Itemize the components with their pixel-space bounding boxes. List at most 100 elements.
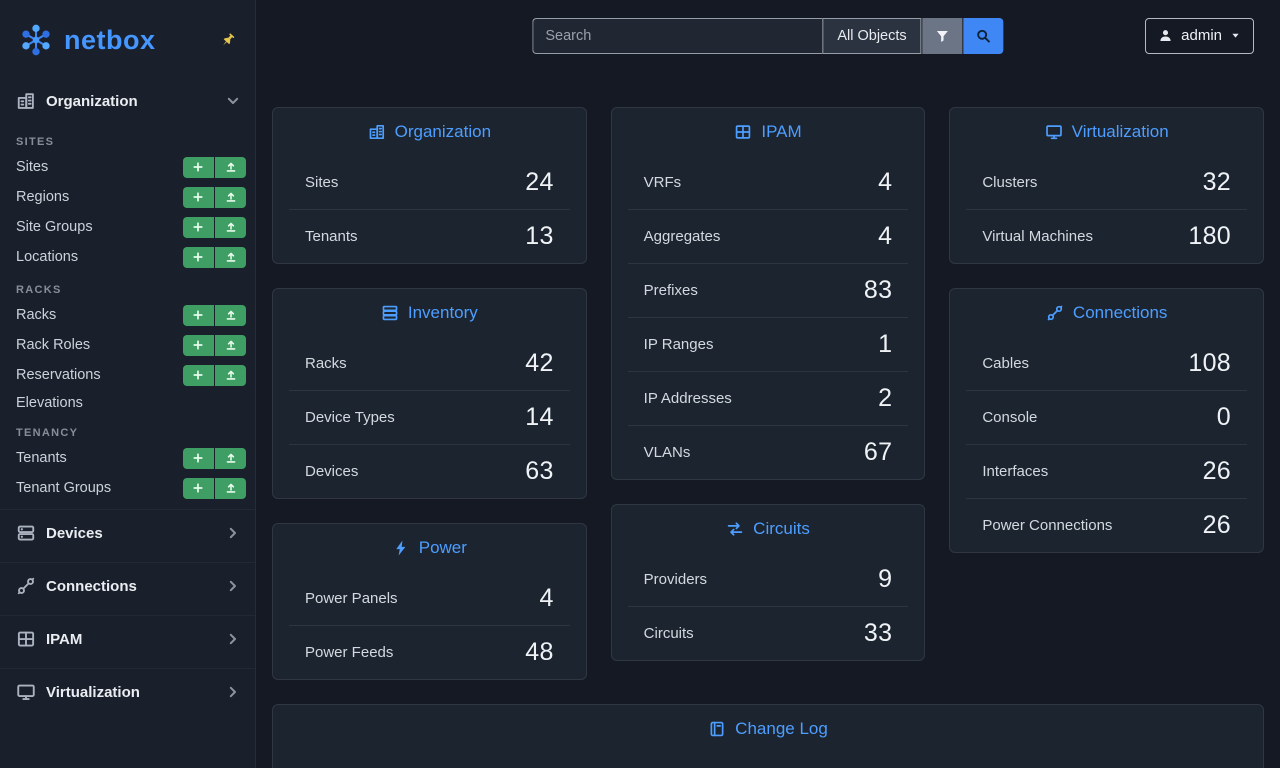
building-icon xyxy=(368,123,386,141)
global-search: All Objects xyxy=(532,17,1004,54)
sidebar-item-elevations[interactable]: Elevations xyxy=(0,390,255,415)
upload-icon xyxy=(225,482,237,494)
stat-row-providers[interactable]: Providers 9 xyxy=(628,553,909,606)
sidebar-item-reservations[interactable]: Reservations xyxy=(0,360,255,390)
stat-label: Circuits xyxy=(643,625,694,642)
import-button[interactable] xyxy=(215,246,246,268)
stat-row-tenants[interactable]: Tenants 13 xyxy=(289,209,570,263)
item-action-buttons xyxy=(182,304,246,326)
sidebar-section-virtualization[interactable]: Virtualization xyxy=(0,669,255,715)
stat-row-vlans[interactable]: VLANs 67 xyxy=(627,425,909,479)
sidebar-item-rack-roles[interactable]: Rack Roles xyxy=(0,330,255,360)
stat-row-interfaces[interactable]: Interfaces 26 xyxy=(966,444,1248,498)
card-virtualization: Virtualization Clusters 32 Virtual Machines… xyxy=(949,107,1265,264)
card-header-inventory[interactable]: Inventory xyxy=(273,289,586,337)
card-header-organization[interactable]: Organization xyxy=(273,108,586,156)
sidebar: netbox Organization SITES Sites Regions Site… xyxy=(0,0,256,768)
stat-row-vrfs[interactable]: VRFs 4 xyxy=(628,156,909,209)
card-header-connections[interactable]: Connections xyxy=(950,289,1263,337)
search-input[interactable] xyxy=(532,17,823,54)
add-button[interactable] xyxy=(182,364,214,386)
stat-row-aggregates[interactable]: Aggregates 4 xyxy=(627,209,909,263)
netbox-logo[interactable]: netbox xyxy=(16,20,156,60)
import-button[interactable] xyxy=(215,477,246,499)
stat-row-clusters[interactable]: Clusters 32 xyxy=(966,156,1247,209)
nav-section-ipam: IPAM xyxy=(0,615,255,662)
card-header-change-log[interactable]: Change Log xyxy=(273,705,1263,753)
add-button[interactable] xyxy=(182,477,214,499)
card-header-ipam[interactable]: IPAM xyxy=(612,108,925,156)
card-header-power[interactable]: Power xyxy=(273,524,586,572)
nav-section-label: Connections xyxy=(46,577,137,595)
upload-icon xyxy=(225,452,237,464)
card-header-circuits[interactable]: Circuits xyxy=(612,505,925,553)
stat-row-cables[interactable]: Cables 108 xyxy=(966,337,1247,390)
stat-row-power-panels[interactable]: Power Panels 4 xyxy=(289,572,570,625)
sidebar-item-racks[interactable]: Racks xyxy=(0,300,255,330)
sidebar-section-devices[interactable]: Devices xyxy=(0,510,255,556)
sidebar-item-regions[interactable]: Regions xyxy=(0,182,255,212)
sidebar-section-connections[interactable]: Connections xyxy=(0,563,255,609)
ipam-icon xyxy=(734,123,752,141)
stat-value: 180 xyxy=(1188,222,1232,250)
stat-value: 9 xyxy=(878,565,893,593)
virtualization-icon xyxy=(16,682,36,702)
add-button[interactable] xyxy=(182,246,214,268)
sidebar-nav: Organization SITES Sites Regions Site Groups… xyxy=(0,78,255,715)
stat-row-power-feeds[interactable]: Power Feeds 48 xyxy=(289,625,570,679)
item-action-buttons xyxy=(182,186,246,208)
plus-icon xyxy=(192,369,204,381)
stat-label: Interfaces xyxy=(982,463,1049,480)
import-button[interactable] xyxy=(215,186,246,208)
stat-row-circuits[interactable]: Circuits 33 xyxy=(627,606,909,660)
add-button[interactable] xyxy=(182,216,214,238)
import-button[interactable] xyxy=(215,156,246,178)
nav-group-heading-tenancy: TENANCY xyxy=(16,427,79,439)
stat-label: Racks xyxy=(305,355,347,372)
stat-row-prefixes[interactable]: Prefixes 83 xyxy=(627,263,909,317)
sidebar-pin-button[interactable] xyxy=(215,28,239,52)
import-button[interactable] xyxy=(215,334,246,356)
sidebar-section-ipam[interactable]: IPAM xyxy=(0,616,255,662)
stat-row-ip-ranges[interactable]: IP Ranges 1 xyxy=(627,317,909,371)
chevron-down-icon xyxy=(225,93,241,109)
card-title: Circuits xyxy=(753,519,810,538)
card-title: Organization xyxy=(394,122,492,141)
stat-row-device-types[interactable]: Device Types 14 xyxy=(289,390,570,444)
import-button[interactable] xyxy=(215,216,246,238)
filter-button[interactable] xyxy=(922,17,963,54)
item-action-buttons xyxy=(182,334,246,356)
item-action-buttons xyxy=(182,364,246,386)
stat-row-racks[interactable]: Racks 42 xyxy=(289,337,570,390)
upload-icon xyxy=(225,221,237,233)
import-button[interactable] xyxy=(215,364,246,386)
sidebar-item-tenants[interactable]: Tenants xyxy=(0,443,255,473)
stat-row-virtual-machines[interactable]: Virtual Machines 180 xyxy=(966,209,1248,263)
add-button[interactable] xyxy=(182,447,214,469)
search-scope-button[interactable]: All Objects xyxy=(822,17,922,54)
plus-icon xyxy=(192,309,204,321)
topbar: All Objects admin xyxy=(256,0,1280,71)
add-button[interactable] xyxy=(182,186,214,208)
search-submit-button[interactable] xyxy=(963,17,1004,54)
add-button[interactable] xyxy=(182,304,214,326)
circuits-icon xyxy=(726,520,744,538)
sidebar-item-tenant-groups[interactable]: Tenant Groups xyxy=(0,473,255,503)
import-button[interactable] xyxy=(215,304,246,326)
netbox-logo-icon xyxy=(16,20,56,60)
import-button[interactable] xyxy=(215,447,246,469)
stat-label: IP Addresses xyxy=(643,390,732,407)
add-button[interactable] xyxy=(182,334,214,356)
sidebar-item-site-groups[interactable]: Site Groups xyxy=(0,212,255,242)
add-button[interactable] xyxy=(182,156,214,178)
stat-row-power-connections[interactable]: Power Connections 26 xyxy=(966,498,1248,552)
stat-row-console[interactable]: Console 0 xyxy=(966,390,1248,444)
sidebar-item-locations[interactable]: Locations xyxy=(0,242,255,272)
card-header-virtualization[interactable]: Virtualization xyxy=(950,108,1263,156)
user-menu-button[interactable]: admin xyxy=(1145,17,1254,54)
sidebar-item-sites[interactable]: Sites xyxy=(0,152,255,182)
stat-row-devices[interactable]: Devices 63 xyxy=(289,444,570,498)
stat-row-sites[interactable]: Sites 24 xyxy=(289,156,570,209)
sidebar-section-organization[interactable]: Organization xyxy=(0,78,255,124)
stat-row-ip-addresses[interactable]: IP Addresses 2 xyxy=(627,371,909,425)
